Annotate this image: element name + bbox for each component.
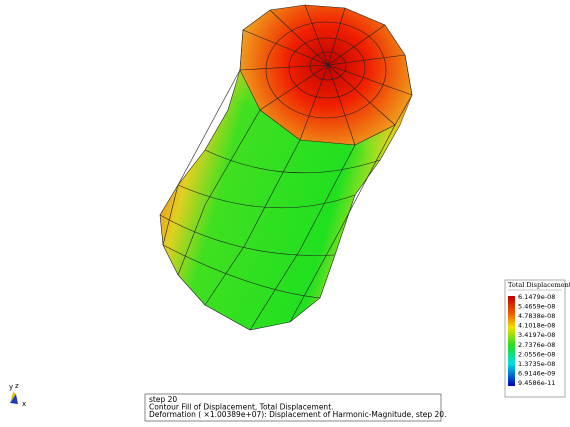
legend-label: 2.7376e-08 [518,341,555,349]
legend-label: 3.4197e-08 [518,331,555,339]
axis-triad: y z x [9,382,26,408]
legend-label: 5.4659e-08 [518,303,555,311]
legend-label: 6.9146e-09 [518,369,555,377]
legend-label: 6.1479e-08 [518,293,555,301]
legend-label: 4.1018e-08 [518,322,555,330]
triad-y: y [9,383,13,391]
legend-label: 9.4586e-11 [518,379,555,387]
legend: Total Displacement 6.1479e-085.4659e-084… [504,279,570,398]
mesh-lines [159,69,396,331]
triad-x: x [22,400,26,408]
triad-z: z [15,382,19,390]
info-line: Deformation ( ×1.00389e+07): Displacemen… [149,410,446,419]
info-line: Contour Fill of Displacement, Total Disp… [149,403,334,412]
model [159,4,413,331]
legend-label: 4.7838e-08 [518,312,555,320]
color-bar [508,296,515,386]
info-line: step 20 [149,395,177,404]
legend-label: 1.3735e-08 [518,360,555,368]
legend-title: Total Displacement [508,281,570,289]
legend-label: 2.0556e-08 [518,350,555,358]
cap-mesh [239,4,413,146]
